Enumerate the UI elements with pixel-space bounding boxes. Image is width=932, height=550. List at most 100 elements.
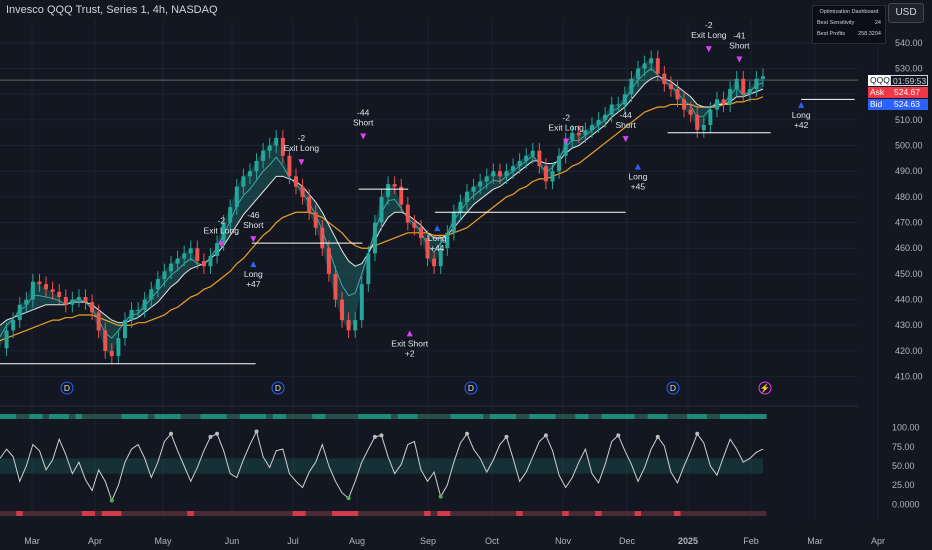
price-axis[interactable]: 540.00530.00520.00510.00500.00490.00480.… — [895, 38, 923, 382]
currency-button[interactable]: USD — [888, 3, 924, 23]
price-candle — [622, 94, 627, 105]
price-candle — [412, 222, 417, 228]
osc-marker — [254, 429, 259, 434]
strip-cell — [62, 414, 70, 419]
strip-cell — [101, 511, 109, 516]
price-candle — [208, 255, 213, 267]
strip-cell — [443, 511, 451, 516]
price-candle — [701, 124, 706, 131]
strip-cell — [634, 414, 642, 419]
time-tick-label: Apr — [871, 536, 885, 546]
price-candle — [708, 109, 713, 125]
strip-cell — [502, 414, 510, 419]
dividend-icon — [60, 381, 74, 395]
price-candle — [215, 243, 220, 256]
strip-cell — [220, 414, 228, 419]
strip-cell — [154, 511, 162, 516]
chart-title: Invesco QQQ Trust, Series 1, 4h, NASDAQ — [6, 4, 218, 16]
strip-cell — [437, 414, 445, 419]
price-candle — [372, 222, 377, 254]
osc-marker — [543, 433, 548, 438]
price-candle — [247, 171, 252, 177]
price-candle — [76, 297, 81, 300]
time-tick-label: Mar — [24, 536, 40, 546]
price-candle — [122, 320, 127, 339]
time-tick-label: Nov — [555, 536, 572, 546]
strip-cell — [733, 414, 741, 419]
strip-cell — [345, 414, 353, 419]
price-candle — [688, 109, 693, 115]
price-candle — [425, 237, 430, 259]
osc-tick-label: 0.0000 — [892, 499, 920, 509]
strip-cell — [568, 414, 576, 419]
strip-cell — [700, 511, 708, 516]
time-tick-label: Feb — [743, 536, 759, 546]
strip-cell — [634, 511, 642, 516]
exit-arrow-icon — [736, 56, 743, 63]
price-tick-label: 470.00 — [895, 218, 923, 228]
strip-cell — [160, 414, 168, 419]
strip-cell — [417, 414, 425, 419]
price-candle — [50, 289, 55, 292]
osc-marker — [465, 431, 470, 436]
strip-cell — [588, 414, 596, 419]
strip-cell — [516, 414, 524, 419]
strip-cell — [305, 414, 313, 419]
strip-cell — [299, 414, 307, 419]
price-candle — [511, 166, 516, 172]
strip-cell — [450, 511, 458, 516]
strip-cell — [358, 414, 366, 419]
price-candle — [24, 299, 29, 305]
strip-cell — [345, 511, 353, 516]
entry-arrow-icon — [434, 225, 441, 232]
price-candle — [17, 304, 22, 321]
strip-cell — [266, 511, 274, 516]
price-candle — [195, 248, 200, 262]
strip-cell — [9, 511, 17, 516]
strip-cell — [42, 414, 50, 419]
strip-cell — [549, 414, 557, 419]
optimization-dashboard: Optimization Dashboard Best Sensitivity … — [812, 5, 886, 44]
strip-cell — [673, 414, 681, 419]
price-tick-label: 490.00 — [895, 166, 923, 176]
strip-cell — [660, 511, 668, 516]
osc-marker — [169, 431, 174, 436]
time-axis[interactable]: Mar Apr May Jun Jul Aug Sep Oct Nov Dec 2025 Feb Mar… — [24, 536, 885, 546]
price-candle — [136, 309, 141, 311]
price-candle — [353, 320, 358, 331]
price-candle — [320, 227, 325, 249]
strip-cell — [470, 414, 478, 419]
price-candle — [11, 320, 16, 331]
strip-cell — [200, 414, 208, 419]
strip-cell — [371, 414, 379, 419]
strip-cell — [259, 414, 267, 419]
strip-cell — [318, 511, 326, 516]
oscillator-axis[interactable]: 100.00 75.00 50.00 25.00 0.0000 — [892, 423, 920, 510]
price-candle — [90, 302, 95, 313]
strip-cell — [647, 414, 655, 419]
strip-cell — [253, 414, 261, 419]
exit-arrow-icon — [705, 46, 712, 53]
price-candle — [30, 281, 35, 300]
price-tick-label: 450.00 — [895, 269, 923, 279]
price-candle — [221, 222, 226, 244]
strip-cell — [726, 414, 734, 419]
price-candle — [392, 184, 397, 187]
strip-cell — [29, 511, 37, 516]
price-candle — [504, 171, 509, 177]
strip-cell — [489, 511, 497, 516]
price-tick-label: 430.00 — [895, 320, 923, 330]
price-candle — [761, 76, 765, 79]
entry-arrow-icon — [798, 101, 805, 108]
strip-cell — [75, 511, 83, 516]
strip-cell — [187, 414, 195, 419]
price-candle — [714, 99, 719, 110]
price-candle — [655, 58, 660, 74]
strip-cell — [654, 511, 662, 516]
strip-cell — [9, 414, 17, 419]
strip-cell — [147, 414, 155, 419]
osc-marker — [215, 431, 220, 436]
price-candle — [557, 155, 562, 172]
price-candle — [142, 299, 147, 310]
